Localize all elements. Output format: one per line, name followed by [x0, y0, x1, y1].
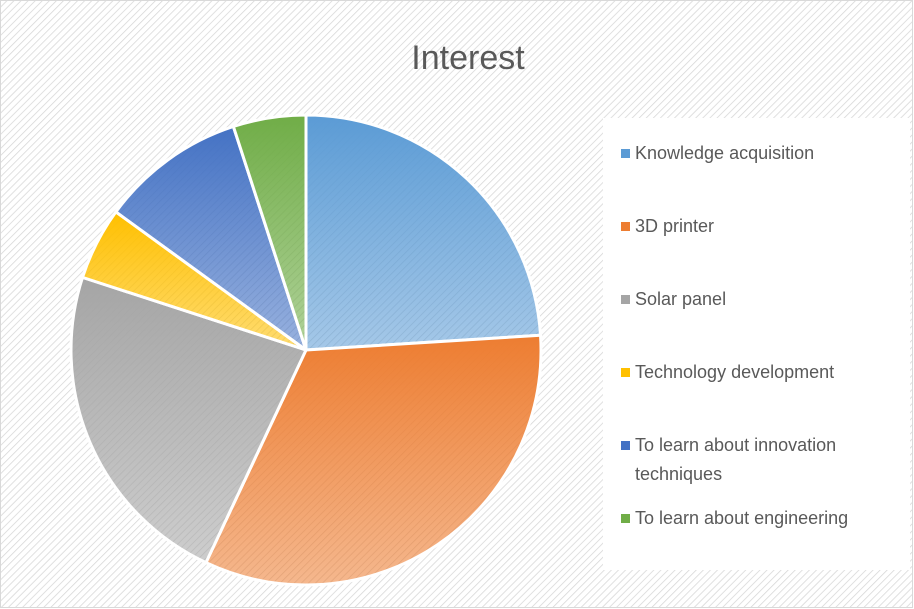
pie-slice — [69, 275, 308, 565]
legend-label: 3D printer — [635, 215, 715, 236]
pie-slice — [204, 333, 543, 587]
pie-slice — [231, 113, 308, 352]
pie-slice — [114, 125, 308, 352]
legend-label: Knowledge acquisition — [635, 142, 815, 163]
legend-swatch — [621, 221, 630, 231]
chart-title: Interest — [411, 39, 525, 77]
legend: Knowledge acquisition 3D printer Solar pan… — [600, 0, 912, 609]
pie-slice — [304, 113, 543, 352]
legend-background — [603, 118, 910, 570]
legend-label: To learn about engineering — [635, 507, 849, 528]
legend-swatch — [621, 148, 630, 158]
legend-swatch — [621, 513, 630, 523]
legend-swatch — [621, 440, 630, 450]
legend-label: Solar panel — [635, 288, 727, 309]
legend-swatch — [621, 294, 630, 304]
legend-label: Technology development — [635, 361, 835, 382]
legend-swatch — [621, 367, 630, 377]
legend-label: To learn about innovation techniques — [635, 434, 837, 484]
